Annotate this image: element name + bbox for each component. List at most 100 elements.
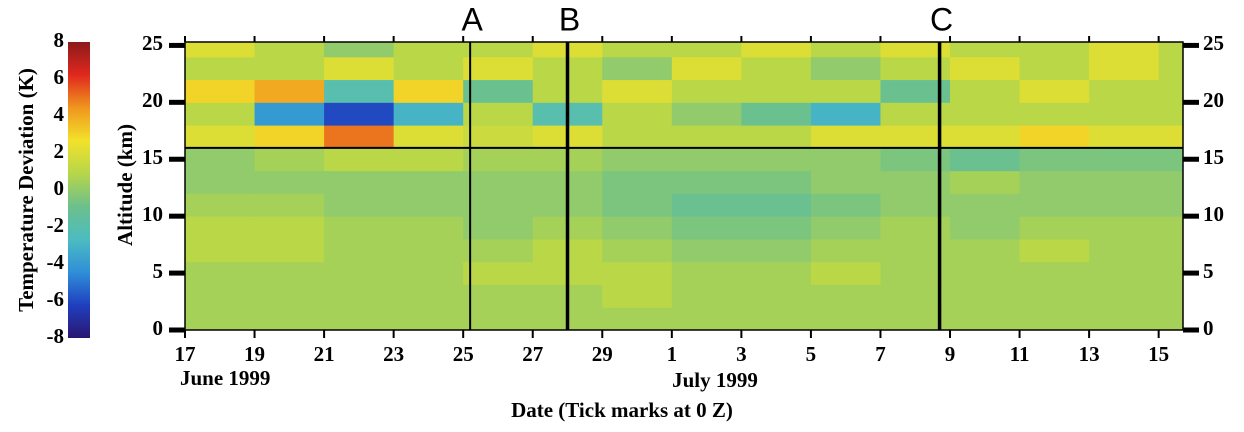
- heat-cell: [671, 284, 742, 308]
- heat-cell: [463, 56, 534, 81]
- heat-cell: [671, 79, 742, 103]
- heat-cell: [324, 193, 395, 217]
- heat-cell: [463, 147, 534, 172]
- heat-cell: [602, 307, 673, 331]
- heat-cell: [671, 170, 742, 194]
- heat-cell: [1019, 284, 1090, 308]
- heat-cell: [1158, 216, 1184, 240]
- heat-cell: [1089, 125, 1160, 149]
- heat-cell: [324, 170, 395, 194]
- y-tick-label-right: 0: [1203, 316, 1214, 340]
- x-tick-label: 13: [1079, 342, 1100, 366]
- heat-cell: [393, 79, 464, 103]
- heat-cell: [741, 193, 812, 217]
- colorbar-tick-label: -2: [47, 213, 65, 237]
- heat-cell: [1089, 284, 1160, 308]
- heat-cell: [185, 56, 256, 81]
- y-axis-label: Altitude (km): [113, 124, 137, 246]
- y-tick-label: 25: [142, 31, 163, 55]
- x-tick-label: 21: [314, 342, 335, 366]
- heat-cell: [254, 147, 325, 172]
- heat-cell: [324, 42, 395, 58]
- heat-cell: [950, 307, 1021, 331]
- colorbar-tick-label: 4: [54, 102, 65, 126]
- colorbar-tick-label: 6: [54, 65, 65, 89]
- heat-cell: [880, 56, 951, 81]
- heat-cell: [602, 147, 673, 172]
- heat-cell: [1158, 284, 1184, 308]
- heat-cell: [741, 170, 812, 194]
- heat-cell: [950, 102, 1021, 126]
- heat-cell: [463, 261, 534, 285]
- x-tick-label: 5: [806, 342, 817, 366]
- heat-cell: [254, 307, 325, 331]
- heat-cell: [810, 238, 881, 263]
- heat-cell: [950, 79, 1021, 103]
- heat-cell: [602, 42, 673, 58]
- heat-cell: [1019, 147, 1090, 172]
- heat-cell: [950, 56, 1021, 81]
- heat-cell: [671, 42, 742, 58]
- colorbar-label: Temperature Deviation (K): [14, 68, 38, 312]
- heat-cell: [463, 125, 534, 149]
- colorbar-tick-label: -4: [47, 250, 65, 274]
- heat-cell: [810, 56, 881, 81]
- x-tick-label: 11: [1010, 342, 1030, 366]
- heat-cell: [950, 125, 1021, 149]
- heat-cell: [810, 193, 881, 217]
- x-tick-label: 19: [244, 342, 265, 366]
- heat-cell: [393, 238, 464, 263]
- heat-cell: [463, 307, 534, 331]
- heat-cell: [880, 284, 951, 308]
- heat-cell: [741, 125, 812, 149]
- heat-cell: [1158, 193, 1184, 217]
- heat-cell: [1019, 193, 1090, 217]
- heat-cell: [1089, 216, 1160, 240]
- heat-cell: [463, 102, 534, 126]
- heat-cell: [741, 56, 812, 81]
- month-label: June 1999: [180, 366, 270, 390]
- heat-cell: [880, 42, 951, 58]
- colorbar-tick-label: 8: [54, 28, 65, 52]
- heat-cell: [463, 216, 534, 240]
- heat-cell: [1158, 125, 1184, 149]
- heat-cell: [185, 261, 256, 285]
- heat-cell: [880, 102, 951, 126]
- x-tick-label: 17: [175, 342, 196, 366]
- heat-cell: [324, 102, 395, 126]
- heat-cell: [324, 56, 395, 81]
- x-tick-label: 15: [1148, 342, 1169, 366]
- colorbar-tick-label: -8: [47, 324, 65, 348]
- heat-cell: [324, 147, 395, 172]
- heat-cell: [1089, 193, 1160, 217]
- heat-cell: [810, 170, 881, 194]
- heat-cell: [254, 102, 325, 126]
- heat-cell: [1089, 42, 1160, 58]
- x-axis-label: Date (Tick marks at 0 Z): [511, 398, 733, 422]
- heat-cell: [324, 216, 395, 240]
- heat-cell: [1158, 79, 1184, 103]
- y-tick-label-right: 10: [1203, 202, 1224, 226]
- heat-cell: [671, 102, 742, 126]
- y-tick-label: 0: [153, 316, 164, 340]
- heat-cell: [185, 307, 256, 331]
- heat-cell: [880, 79, 951, 103]
- x-tick-label: 3: [736, 342, 747, 366]
- heat-cell: [880, 193, 951, 217]
- heat-cell: [1158, 170, 1184, 194]
- heat-cell: [185, 42, 256, 58]
- heat-cell: [1089, 79, 1160, 103]
- heat-cell: [463, 79, 534, 103]
- x-tick-label: 7: [875, 342, 886, 366]
- y-tick-label: 15: [142, 145, 163, 169]
- heat-cell: [1089, 102, 1160, 126]
- heat-cell: [463, 284, 534, 308]
- heat-cell: [671, 56, 742, 81]
- heat-cell: [602, 261, 673, 285]
- heat-cell: [185, 147, 256, 172]
- heat-cell: [602, 284, 673, 308]
- heat-cell: [602, 193, 673, 217]
- colorbar-tick-label: 2: [54, 139, 65, 163]
- heat-cell: [324, 125, 395, 149]
- heat-cell: [880, 307, 951, 331]
